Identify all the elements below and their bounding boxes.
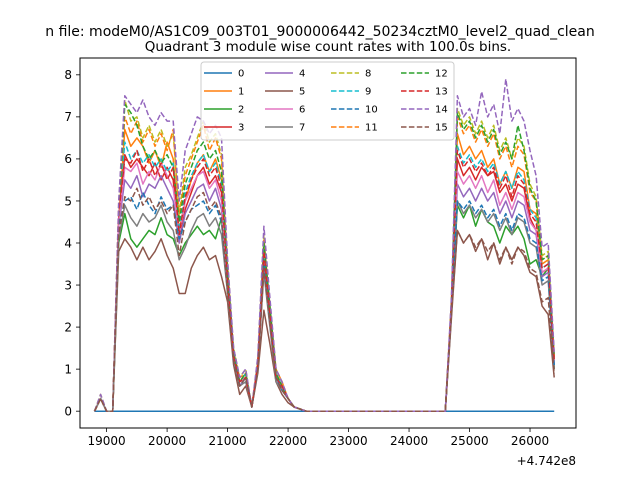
chart-title: Quadrant 3 module wise count rates with … <box>145 39 511 55</box>
x-axis-offset-label: +4.742e8 <box>517 454 576 468</box>
legend-label-4: 4 <box>299 69 305 80</box>
x-tick-label: 20000 <box>148 434 186 448</box>
legend-label-10: 10 <box>365 105 378 116</box>
legend-label-7: 7 <box>299 123 305 134</box>
y-tick-label: 1 <box>64 362 72 376</box>
x-axis: 19000 20000 21000 22000 23000 24000 25000 26000 <box>88 428 549 448</box>
x-tick-label: 19000 <box>88 434 126 448</box>
y-tick-label: 3 <box>64 278 72 292</box>
x-tick-label: 25000 <box>450 434 488 448</box>
x-tick-label: 24000 <box>390 434 428 448</box>
x-tick-label: 26000 <box>511 434 549 448</box>
y-tick-label: 0 <box>64 404 72 418</box>
plot-area <box>79 57 577 429</box>
y-tick-label: 7 <box>64 110 72 124</box>
legend-label-0: 0 <box>238 69 244 80</box>
y-tick-label: 2 <box>64 320 72 334</box>
legend-label-6: 6 <box>299 105 305 116</box>
legend-label-14: 14 <box>435 105 448 116</box>
legend-label-13: 13 <box>435 87 448 98</box>
legend-box <box>200 61 455 141</box>
legend-label-2: 2 <box>238 105 244 116</box>
legend-label-8: 8 <box>365 69 371 80</box>
x-tick-label: 23000 <box>329 434 367 448</box>
legend-label-12: 12 <box>435 69 448 80</box>
y-tick-label: 5 <box>64 194 72 208</box>
legend-label-3: 3 <box>238 123 244 134</box>
series-group <box>93 78 555 412</box>
x-tick-label: 22000 <box>269 434 307 448</box>
y-tick-label: 4 <box>64 236 72 250</box>
series-line-15 <box>93 187 555 412</box>
legend-label-11: 11 <box>365 123 378 134</box>
legend-label-9: 9 <box>365 87 371 98</box>
figure-suptitle: n file: modeM0/AS1C09_003T01_9000006442_… <box>45 24 594 40</box>
legend-label-1: 1 <box>238 87 244 98</box>
y-tick-label: 8 <box>64 68 72 82</box>
y-axis: 0 1 2 3 4 5 6 7 8 <box>64 68 80 418</box>
x-tick-label: 21000 <box>208 434 246 448</box>
legend-label-5: 5 <box>299 87 305 98</box>
legend-label-15: 15 <box>435 123 448 134</box>
y-tick-label: 6 <box>64 152 72 166</box>
series-line-14 <box>93 78 555 412</box>
